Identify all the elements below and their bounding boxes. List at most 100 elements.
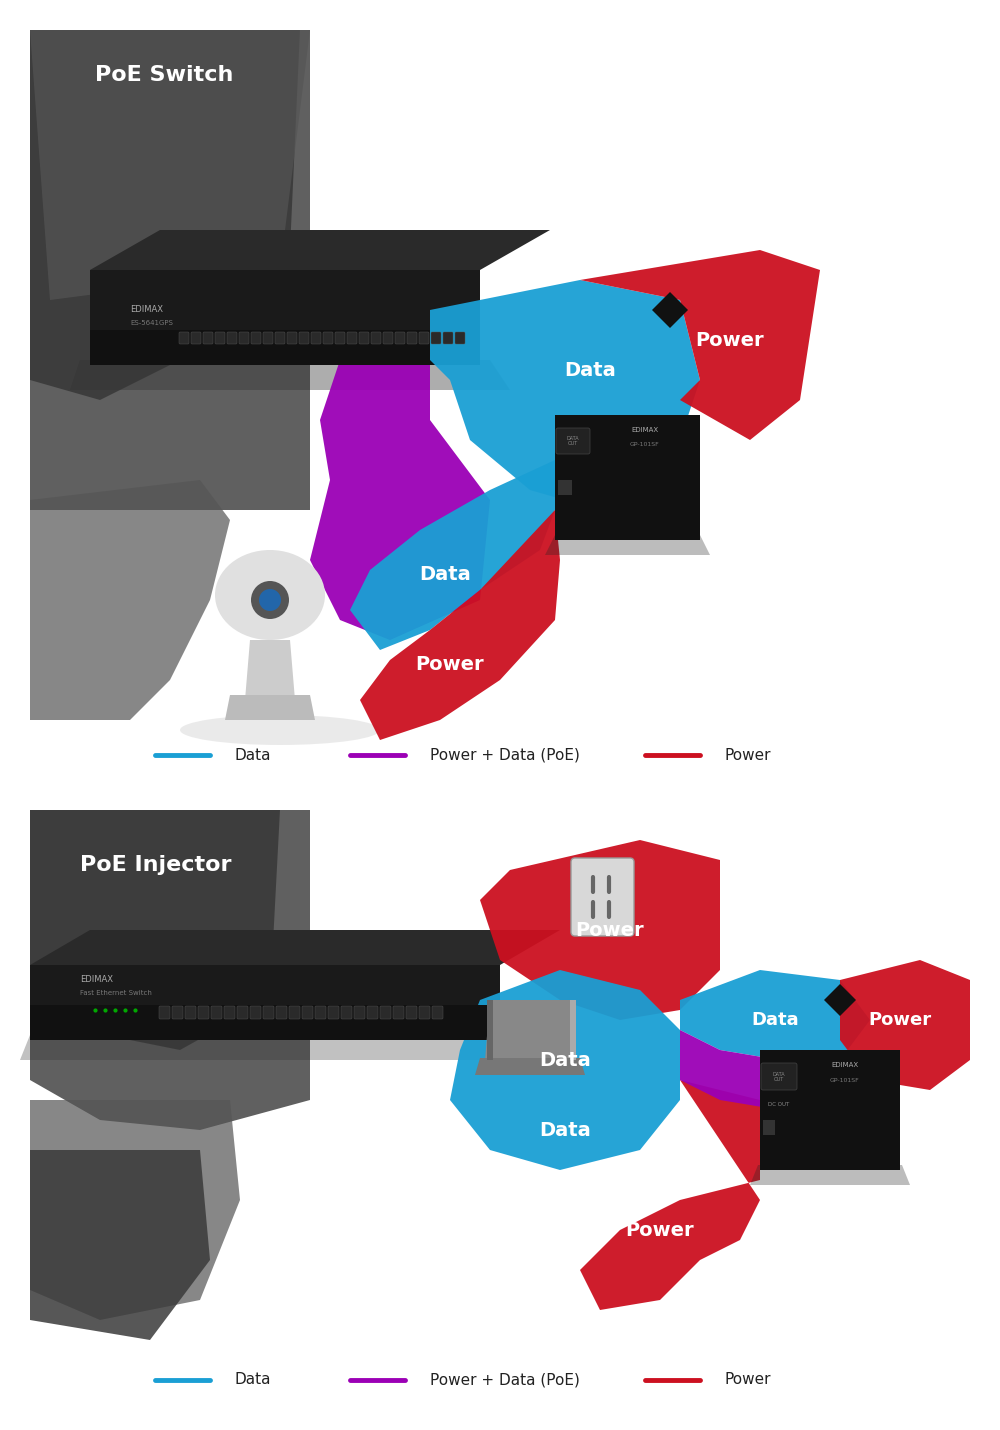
FancyBboxPatch shape: [354, 1005, 365, 1020]
Text: EDIMAX: EDIMAX: [80, 975, 113, 984]
FancyBboxPatch shape: [198, 1005, 209, 1020]
Polygon shape: [30, 1150, 210, 1340]
Text: EDIMAX: EDIMAX: [130, 306, 163, 315]
Polygon shape: [555, 415, 700, 541]
FancyBboxPatch shape: [263, 332, 273, 345]
FancyBboxPatch shape: [406, 1005, 417, 1020]
Polygon shape: [30, 809, 280, 1050]
Polygon shape: [680, 1030, 800, 1110]
FancyBboxPatch shape: [289, 1005, 300, 1020]
Polygon shape: [30, 1005, 500, 1040]
Polygon shape: [70, 360, 510, 390]
Text: Power: Power: [416, 655, 484, 675]
FancyBboxPatch shape: [211, 1005, 222, 1020]
Text: Power + Data (PoE): Power + Data (PoE): [430, 1373, 580, 1387]
Polygon shape: [763, 1120, 775, 1135]
Text: DATA
OUT: DATA OUT: [567, 436, 579, 446]
Polygon shape: [450, 970, 680, 1170]
Text: Power + Data (PoE): Power + Data (PoE): [430, 748, 580, 762]
Polygon shape: [360, 511, 560, 739]
Text: Data: Data: [751, 1011, 799, 1030]
FancyBboxPatch shape: [383, 332, 393, 345]
FancyBboxPatch shape: [455, 332, 465, 345]
Text: Power: Power: [626, 1220, 694, 1240]
FancyBboxPatch shape: [311, 332, 321, 345]
Text: EDIMAX: EDIMAX: [831, 1062, 859, 1068]
Polygon shape: [30, 1100, 240, 1320]
Polygon shape: [487, 1000, 493, 1060]
FancyBboxPatch shape: [556, 428, 590, 453]
FancyBboxPatch shape: [302, 1005, 313, 1020]
FancyBboxPatch shape: [431, 332, 441, 345]
Polygon shape: [90, 270, 480, 365]
FancyBboxPatch shape: [328, 1005, 339, 1020]
FancyBboxPatch shape: [239, 332, 249, 345]
FancyBboxPatch shape: [263, 1005, 274, 1020]
FancyBboxPatch shape: [237, 1005, 248, 1020]
FancyBboxPatch shape: [275, 332, 285, 345]
FancyBboxPatch shape: [299, 332, 309, 345]
Polygon shape: [558, 480, 572, 495]
FancyBboxPatch shape: [371, 332, 381, 345]
FancyBboxPatch shape: [185, 1005, 196, 1020]
FancyBboxPatch shape: [251, 332, 261, 345]
Polygon shape: [30, 30, 310, 511]
Text: PoE Switch: PoE Switch: [95, 64, 233, 84]
Polygon shape: [485, 1000, 575, 1060]
Text: DATA
OUT: DATA OUT: [773, 1071, 785, 1083]
Text: Data: Data: [564, 360, 616, 379]
FancyBboxPatch shape: [276, 1005, 287, 1020]
Text: Data: Data: [235, 1373, 272, 1387]
FancyBboxPatch shape: [227, 332, 237, 345]
Text: ES-5641GPS: ES-5641GPS: [130, 320, 173, 326]
FancyBboxPatch shape: [761, 1062, 797, 1090]
Polygon shape: [580, 1080, 760, 1310]
FancyBboxPatch shape: [380, 1005, 391, 1020]
FancyBboxPatch shape: [224, 1005, 235, 1020]
Polygon shape: [350, 460, 555, 651]
Polygon shape: [30, 30, 310, 300]
FancyBboxPatch shape: [215, 332, 225, 345]
FancyBboxPatch shape: [443, 332, 453, 345]
Polygon shape: [245, 641, 295, 701]
Text: Data: Data: [539, 1121, 591, 1140]
Ellipse shape: [215, 551, 325, 641]
Ellipse shape: [180, 715, 380, 745]
FancyBboxPatch shape: [419, 332, 429, 345]
Text: PoE Injector: PoE Injector: [80, 855, 232, 875]
Text: Power: Power: [576, 921, 644, 940]
Polygon shape: [760, 1050, 900, 1170]
FancyBboxPatch shape: [203, 332, 213, 345]
Polygon shape: [30, 30, 300, 400]
Polygon shape: [20, 1035, 520, 1060]
FancyBboxPatch shape: [191, 332, 201, 345]
Text: EDIMAX: EDIMAX: [631, 428, 659, 433]
Text: Data: Data: [419, 565, 471, 585]
Polygon shape: [750, 1165, 910, 1185]
FancyBboxPatch shape: [287, 332, 297, 345]
Polygon shape: [30, 930, 560, 965]
Polygon shape: [545, 535, 710, 555]
Polygon shape: [225, 695, 315, 719]
Polygon shape: [680, 970, 870, 1060]
FancyBboxPatch shape: [393, 1005, 404, 1020]
Polygon shape: [570, 1000, 576, 1060]
FancyBboxPatch shape: [335, 332, 345, 345]
FancyBboxPatch shape: [341, 1005, 352, 1020]
Polygon shape: [652, 292, 688, 327]
Text: Fast Ethernet Switch: Fast Ethernet Switch: [80, 990, 152, 997]
Ellipse shape: [259, 589, 281, 611]
FancyBboxPatch shape: [315, 1005, 326, 1020]
Polygon shape: [840, 960, 970, 1090]
Text: GP-101SF: GP-101SF: [830, 1077, 860, 1083]
Polygon shape: [824, 984, 856, 1015]
Polygon shape: [580, 250, 820, 440]
FancyBboxPatch shape: [179, 332, 189, 345]
Polygon shape: [475, 1058, 585, 1075]
Polygon shape: [310, 360, 490, 641]
Polygon shape: [430, 280, 700, 511]
FancyBboxPatch shape: [432, 1005, 443, 1020]
FancyBboxPatch shape: [367, 1005, 378, 1020]
FancyBboxPatch shape: [250, 1005, 261, 1020]
FancyBboxPatch shape: [395, 332, 405, 345]
